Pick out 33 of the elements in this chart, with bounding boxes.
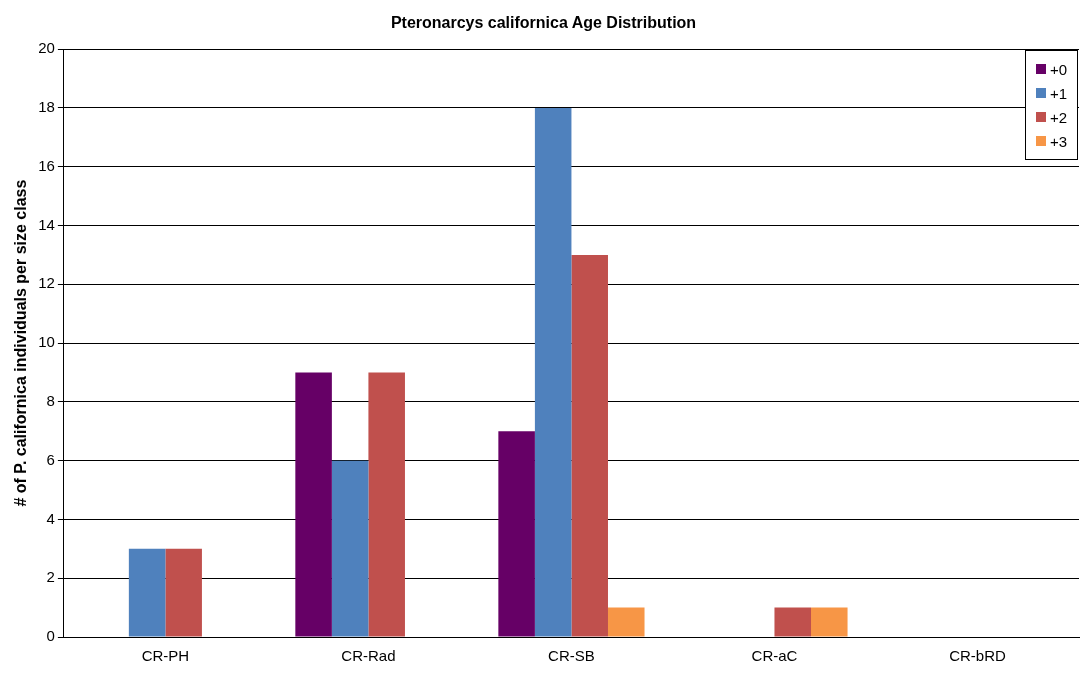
legend-label: +0 bbox=[1049, 60, 1067, 78]
y-tick-label: 12 bbox=[38, 274, 55, 292]
x-tick-label: CR-bRD bbox=[949, 647, 1006, 665]
y-tick-label: 16 bbox=[38, 156, 55, 174]
y-axis-title: # of P. californica individuals per size class bbox=[12, 179, 30, 507]
bar bbox=[331, 460, 369, 637]
y-tick-label: 18 bbox=[38, 98, 55, 116]
x-tick-label: CR-Rad bbox=[341, 647, 396, 665]
legend-label: +2 bbox=[1049, 108, 1067, 126]
bar bbox=[607, 607, 645, 637]
bar bbox=[165, 548, 202, 637]
x-tick-label: CR-PH bbox=[141, 647, 190, 665]
y-tick-label: 6 bbox=[46, 450, 55, 468]
x-tick-label: CR-aC bbox=[751, 647, 798, 665]
y-tick-label: 20 bbox=[38, 39, 55, 57]
bar bbox=[368, 372, 405, 637]
bar bbox=[534, 107, 572, 637]
y-tick-label: 2 bbox=[46, 568, 55, 586]
y-tick-label: 14 bbox=[38, 215, 55, 233]
bar bbox=[774, 607, 812, 637]
y-tick-label: 0 bbox=[46, 627, 55, 645]
legend-label: +1 bbox=[1049, 84, 1067, 102]
legend-label: +3 bbox=[1049, 132, 1067, 150]
x-tick-label: CR-SB bbox=[548, 647, 595, 665]
bar bbox=[128, 548, 166, 637]
bar bbox=[811, 607, 848, 637]
y-tick-label: 8 bbox=[46, 392, 55, 410]
chart-title: Pteronarcys californica Age Distribution bbox=[390, 14, 697, 32]
bar bbox=[571, 254, 608, 637]
bar bbox=[295, 372, 332, 637]
y-tick-label: 4 bbox=[46, 509, 55, 527]
y-tick-label: 10 bbox=[38, 333, 55, 351]
bar bbox=[498, 431, 535, 637]
